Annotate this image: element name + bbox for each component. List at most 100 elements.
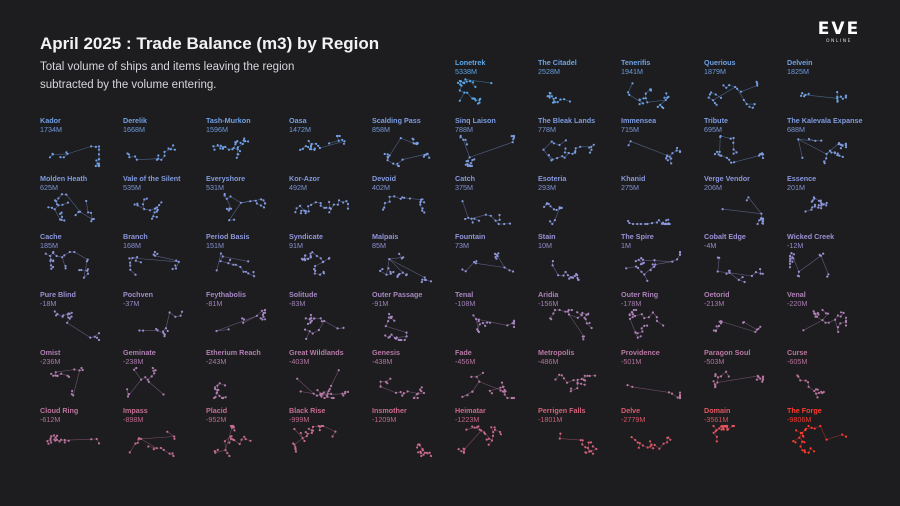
region-name: Placid: [206, 406, 228, 415]
system-node: [52, 374, 55, 377]
system-node: [233, 218, 236, 221]
region-cell-great-wildlands: Great Wildlands -403M: [289, 348, 369, 402]
system-node: [834, 318, 837, 321]
system-node: [558, 143, 561, 147]
system-node: [563, 98, 566, 101]
system-node: [641, 330, 644, 333]
system-node: [635, 265, 638, 268]
system-node: [665, 155, 669, 158]
system-node: [307, 139, 310, 143]
region-name: Vale of the Silent: [123, 174, 181, 183]
region-map-network: [796, 374, 825, 399]
system-node: [87, 211, 90, 214]
system-node: [566, 310, 570, 313]
system-node: [475, 260, 478, 263]
region-map-network: [213, 424, 252, 458]
system-node: [729, 137, 732, 140]
system-node: [55, 314, 58, 317]
region-cell-querious: Querious 1879M: [704, 58, 784, 112]
system-node: [313, 272, 316, 275]
system-node: [166, 430, 169, 433]
region-map-network: [46, 434, 101, 445]
system-node: [419, 388, 422, 391]
system-node: [710, 91, 713, 94]
region-cell-tribute: Tribute 695M: [704, 116, 784, 170]
system-node: [844, 316, 848, 319]
system-node: [562, 377, 565, 380]
system-node: [164, 327, 167, 330]
system-node: [671, 260, 674, 263]
system-node: [804, 429, 807, 432]
region-map-network: [48, 145, 101, 168]
jump-link: [400, 137, 414, 144]
system-node: [568, 100, 572, 103]
region-map-network: [215, 308, 267, 333]
system-node: [495, 257, 498, 260]
system-node: [840, 311, 843, 314]
jump-link: [791, 252, 800, 272]
system-node: [398, 252, 401, 255]
system-node: [836, 314, 839, 317]
system-node: [61, 203, 64, 206]
system-node: [309, 313, 312, 317]
system-node: [239, 141, 242, 144]
jump-link: [133, 369, 142, 380]
system-node: [475, 375, 478, 378]
system-node: [585, 313, 588, 316]
system-node: [175, 259, 178, 262]
system-node: [388, 154, 391, 157]
system-node: [576, 378, 579, 381]
system-node: [503, 222, 506, 226]
system-node: [477, 219, 481, 222]
system-node: [214, 388, 217, 391]
region-map-network: [457, 425, 502, 454]
system-node: [716, 256, 719, 259]
jump-link: [490, 215, 496, 221]
system-node: [416, 446, 419, 449]
system-node: [761, 378, 765, 381]
system-node: [579, 145, 582, 148]
jump-link: [462, 201, 469, 218]
system-node: [678, 393, 682, 397]
system-node: [234, 143, 237, 146]
system-node: [555, 208, 558, 212]
system-node: [126, 388, 129, 391]
system-node: [243, 435, 246, 438]
jump-link: [808, 138, 816, 142]
system-node: [65, 193, 68, 196]
system-node: [308, 318, 311, 321]
system-node: [303, 258, 307, 261]
system-node: [549, 220, 552, 223]
chart-title: April 2025 : Trade Balance (m3) by Regio…: [40, 34, 380, 53]
region-cell-providence: Providence -501M: [621, 348, 701, 402]
system-node: [422, 155, 425, 158]
system-node: [63, 441, 66, 444]
jump-link: [130, 269, 136, 275]
system-node: [397, 164, 400, 168]
system-node: [134, 155, 137, 158]
system-node: [227, 262, 230, 265]
system-node: [461, 200, 464, 203]
system-node: [387, 316, 390, 319]
system-node: [294, 211, 297, 214]
system-node: [466, 164, 469, 168]
system-node: [174, 315, 177, 318]
system-node: [636, 332, 639, 335]
system-node: [468, 80, 472, 83]
system-node: [152, 369, 155, 372]
system-node: [327, 389, 330, 393]
system-node: [261, 318, 264, 321]
region-name: Derelik: [123, 116, 147, 125]
region-value-label: -9806M: [787, 415, 812, 424]
system-node: [670, 162, 673, 165]
system-node: [174, 264, 177, 267]
system-node: [136, 256, 139, 259]
region-cell-the-forge: The Forge -9806M: [787, 406, 867, 460]
system-node: [60, 215, 64, 218]
system-node: [262, 315, 265, 318]
system-node: [841, 155, 844, 158]
system-node: [472, 314, 475, 317]
system-node: [836, 97, 839, 100]
jump-link: [828, 319, 836, 323]
region-map-network: [384, 312, 408, 342]
